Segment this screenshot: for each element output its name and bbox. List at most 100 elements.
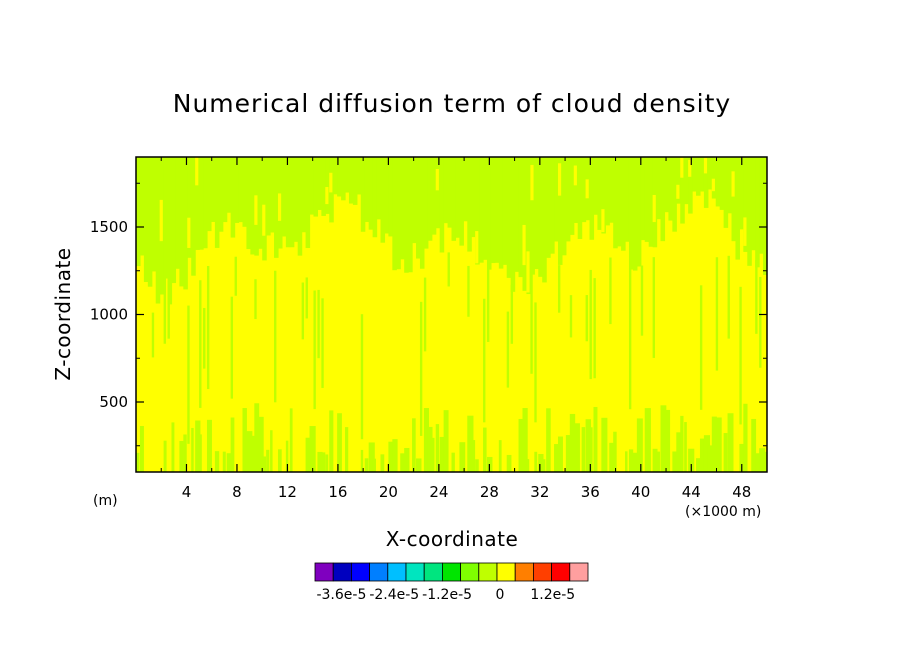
colorbar-swatch (441, 562, 461, 582)
field-strip-top (632, 157, 638, 271)
field-strip-top (628, 157, 634, 270)
field-strip-top (345, 157, 350, 193)
colorbar-swatch (369, 562, 389, 582)
field-pocket (703, 158, 708, 174)
field-strip-bottom (526, 459, 530, 472)
field-strip-top (258, 157, 263, 249)
field-strip-top (498, 157, 504, 269)
field-strip-top (183, 157, 188, 290)
field-strip-bottom (329, 410, 334, 472)
field-pocket (743, 217, 747, 246)
field-strip-top (739, 157, 744, 230)
field-strip-top (139, 157, 145, 256)
field-strip-top (222, 157, 228, 223)
field-strip-top (435, 157, 441, 229)
field-strip-top (522, 157, 528, 291)
field-strip-bottom (711, 416, 717, 472)
field-strip-top (364, 157, 370, 222)
field-strip-bottom (195, 420, 201, 472)
field-strip-bottom (699, 438, 706, 472)
x-tick-label: 48 (732, 483, 751, 501)
x-tick-label: 36 (581, 483, 600, 501)
field-strip-top (688, 157, 693, 214)
y-tick-label: 1500 (90, 218, 128, 236)
field-filament (419, 301, 423, 436)
field-strip-bottom (416, 458, 422, 472)
field-strip-bottom (581, 427, 586, 472)
field-strip-bottom (266, 449, 270, 472)
field-strip-bottom (613, 431, 617, 472)
field-pocket (573, 165, 577, 186)
field-strip-top (218, 157, 224, 232)
field-strip-top (672, 157, 677, 232)
field-strip-top (451, 157, 457, 241)
field-strip-top (167, 157, 173, 305)
field-strip-bottom (652, 448, 658, 472)
field-strip-top (143, 157, 149, 282)
field-strip-top (534, 157, 539, 270)
field-strip-top (341, 157, 346, 201)
field-filament (167, 281, 170, 339)
field-strip-top (483, 157, 488, 260)
field-strip-bottom (609, 442, 616, 472)
field-strip-top (561, 157, 567, 256)
x-tick-label: 28 (480, 483, 499, 501)
field-strip-top (356, 157, 362, 195)
x-tick-label: 24 (429, 483, 448, 501)
field-strip-top (664, 157, 669, 213)
field-pocket (652, 194, 656, 223)
field-strip-top (431, 157, 437, 235)
field-strip-top (376, 157, 382, 220)
field-strip-top (597, 157, 602, 230)
field-strip-top (763, 157, 767, 275)
field-strip-top (696, 157, 701, 196)
field-strip-bottom (475, 459, 479, 472)
field-strip-top (550, 157, 555, 254)
field-filament (274, 270, 277, 403)
field-strip-bottom (191, 427, 194, 472)
field-strip-bottom (380, 454, 385, 472)
field-pocket (676, 184, 680, 199)
field-strip-bottom (360, 449, 364, 472)
field-filament (317, 289, 320, 359)
field-strip-top (699, 157, 705, 192)
field-strip-bottom (459, 442, 466, 472)
field-filament (163, 273, 166, 344)
field-strip-top (605, 157, 610, 226)
field-filament (467, 265, 470, 317)
field-strip-top (759, 157, 764, 254)
field-strip-bottom (739, 443, 745, 472)
field-strip-bottom (471, 440, 476, 472)
y-tick-label: 1000 (90, 306, 128, 324)
field-strips (136, 157, 767, 472)
x-tick-label: 16 (328, 483, 347, 501)
x-unit-label: (×1000 m) (685, 504, 761, 520)
field-strip-top (400, 157, 405, 260)
field-strip-top (609, 157, 614, 223)
field-strip-top (542, 157, 547, 283)
field-strip-top (285, 157, 291, 248)
field-filament (510, 284, 514, 344)
field-strip-top (289, 157, 295, 248)
field-strip-bottom (337, 413, 342, 472)
x-axis-label: X-coordinate (386, 527, 519, 551)
field-strip-top (569, 157, 575, 235)
field-strip-bottom (759, 448, 766, 472)
field-strip-bottom (242, 408, 247, 472)
field-strip-top (155, 157, 161, 304)
field-strip-top (297, 157, 303, 256)
field-strip-top (581, 157, 587, 223)
field-filament (759, 276, 762, 368)
field-strip-top (723, 157, 729, 228)
field-filament (486, 258, 490, 342)
field-strip-top (147, 157, 153, 287)
field-strip-top (459, 157, 464, 246)
field-strip-top (175, 157, 180, 269)
field-strip-bottom (628, 449, 634, 472)
field-strip-bottom (277, 449, 282, 472)
field-filament (557, 265, 561, 313)
field-strip-bottom (289, 408, 293, 472)
field-strip-top (475, 157, 480, 265)
field-strip-top (617, 157, 622, 247)
field-filament (447, 252, 450, 287)
